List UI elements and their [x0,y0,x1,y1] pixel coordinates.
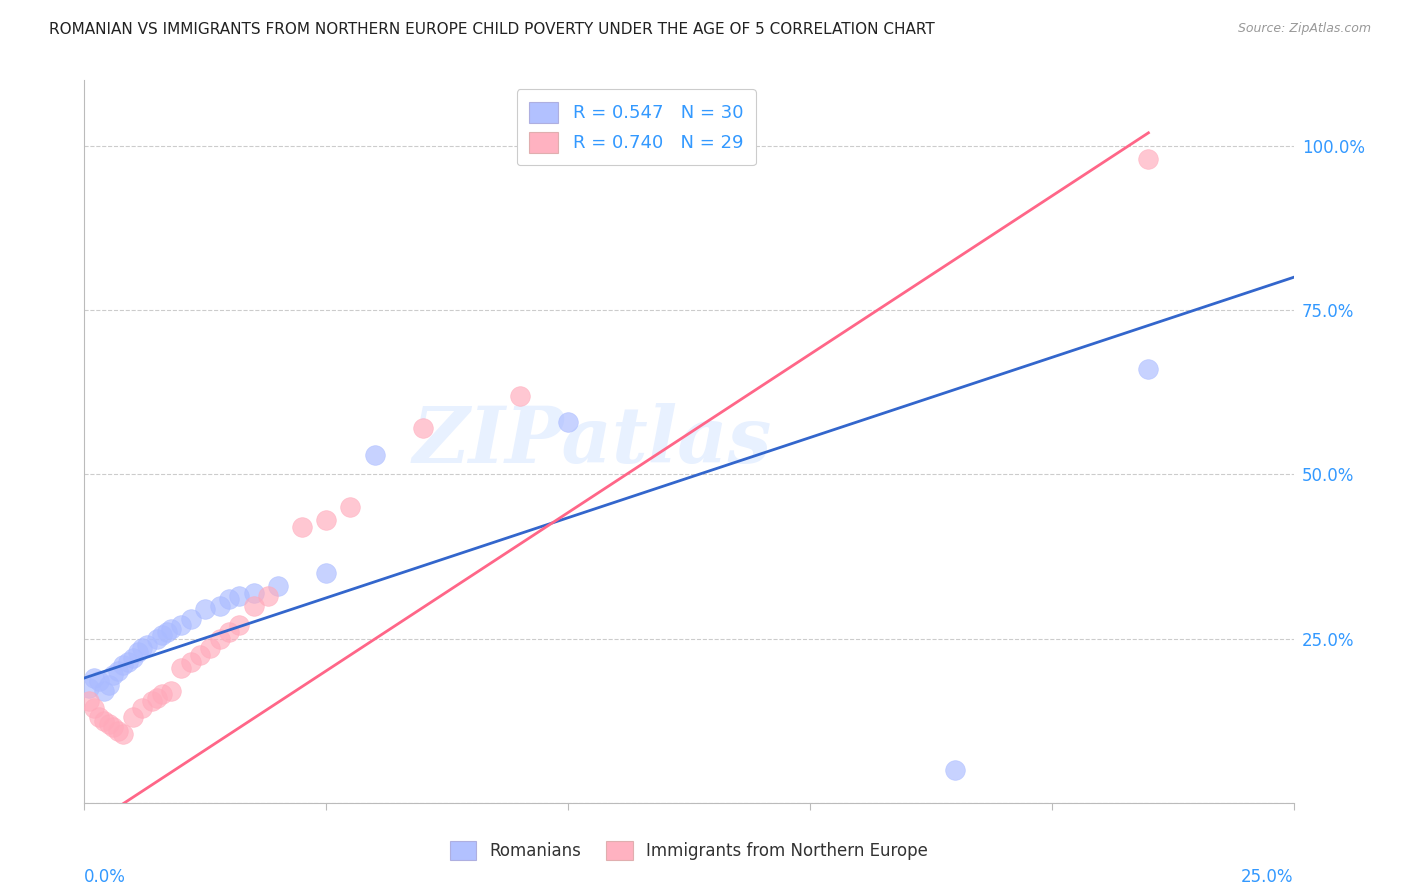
Point [218,592,240,607]
Point [170,661,193,675]
Point [141,694,163,708]
Point [363,448,385,462]
Point [131,700,153,714]
Point [208,599,231,613]
Point [121,651,143,665]
Legend: Romanians, Immigrants from Northern Europe: Romanians, Immigrants from Northern Euro… [443,834,935,867]
Point [198,641,221,656]
Point [315,566,337,580]
Point [103,667,125,681]
Point [77,694,100,708]
Point [509,388,531,402]
Point [412,421,434,435]
Point [97,677,120,691]
Point [180,612,202,626]
Point [87,710,110,724]
Text: 0.0%: 0.0% [84,868,127,886]
Text: 25.0%: 25.0% [1241,868,1294,886]
Point [180,655,202,669]
Point [228,589,250,603]
Point [127,645,149,659]
Point [218,625,240,640]
Point [150,687,173,701]
Point [943,763,966,777]
Point [131,641,153,656]
Point [146,632,169,646]
Point [257,589,280,603]
Point [146,690,169,705]
Point [112,727,135,741]
Point [136,638,159,652]
Point [1137,362,1160,376]
Point [97,717,120,731]
Point [93,714,115,728]
Point [121,710,143,724]
Point [107,723,129,738]
Point [160,684,183,698]
Point [291,520,314,534]
Point [160,622,183,636]
Point [339,500,361,515]
Point [228,618,250,632]
Text: ZIPatlas: ZIPatlas [412,403,772,480]
Point [315,513,337,527]
Point [112,657,135,672]
Point [77,681,100,695]
Point [107,665,129,679]
Point [208,632,231,646]
Point [103,720,125,734]
Point [194,602,217,616]
Point [267,579,290,593]
Point [242,585,264,599]
Point [150,628,173,642]
Point [190,648,212,662]
Point [117,655,139,669]
Point [93,684,115,698]
Point [242,599,264,613]
Point [155,625,177,640]
Point [83,671,105,685]
Point [87,674,110,689]
Point [1137,152,1160,166]
Point [557,415,579,429]
Text: ROMANIAN VS IMMIGRANTS FROM NORTHERN EUROPE CHILD POVERTY UNDER THE AGE OF 5 COR: ROMANIAN VS IMMIGRANTS FROM NORTHERN EUR… [49,22,935,37]
Point [83,700,105,714]
Point [170,618,193,632]
Text: Source: ZipAtlas.com: Source: ZipAtlas.com [1237,22,1371,36]
